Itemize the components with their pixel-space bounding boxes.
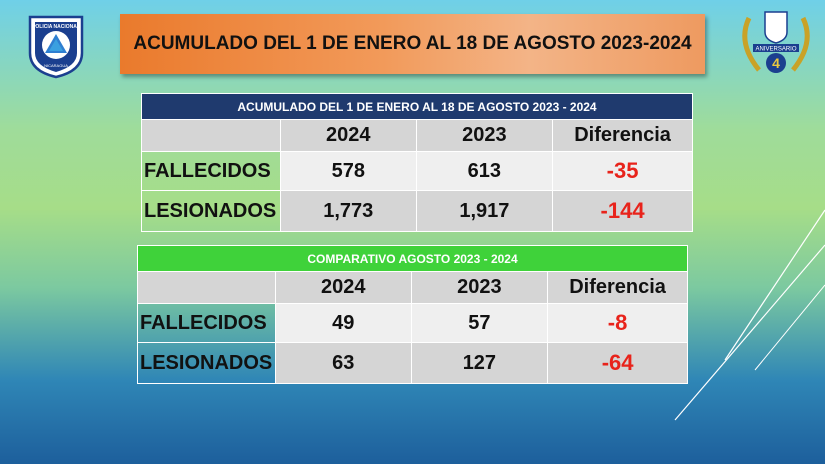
row-label: LESIONADOS [137,342,276,384]
anniversary-number: 4 [772,55,780,71]
cell-2024: 49 [274,303,412,343]
row-label: LESIONADOS [141,190,281,232]
cell-2024: 578 [279,151,417,191]
table-row: FALLECIDOS 49 57 -8 [137,303,688,343]
cell-2023: 127 [410,342,549,384]
cell-2023: 613 [415,151,554,191]
cell-2023: 1,917 [415,190,554,232]
cell-2024: 63 [274,342,412,384]
background-decoration-lines [674,209,825,421]
anniversary-text: ANIVERSARIO [755,47,796,53]
cell-2023: 57 [410,303,549,343]
police-badge-logo: POLICIA NACIONAL NICARAGUA [28,15,84,79]
header-empty [137,271,276,304]
table-row: FALLECIDOS 578 613 -35 [141,151,693,191]
cell-difference: -64 [547,342,688,384]
header-2024: 2024 [274,271,412,304]
header-diferencia: Diferencia [547,271,688,304]
header-diferencia: Diferencia [552,119,693,152]
anniversary-logo: ANIVERSARIO 4 [742,11,810,73]
badge-bottom-text: NICARAGUA [44,63,68,68]
header-2024: 2024 [279,119,417,152]
accumulated-table: ACUMULADO DEL 1 DE ENERO AL 18 DE AGOSTO… [141,93,693,232]
table-row: LESIONADOS 63 127 -64 [137,342,688,384]
header-empty [141,119,281,152]
header-2023: 2023 [415,119,554,152]
title-banner: ACUMULADO DEL 1 DE ENERO AL 18 DE AGOSTO… [120,14,705,74]
table-row: LESIONADOS 1,773 1,917 -144 [141,190,693,232]
badge-text: POLICIA NACIONAL [32,24,80,30]
august-table-caption: COMPARATIVO AGOSTO 2023 - 2024 [137,245,688,272]
row-label: FALLECIDOS [137,303,276,343]
row-label: FALLECIDOS [141,151,281,191]
accumulated-table-caption: ACUMULADO DEL 1 DE ENERO AL 18 DE AGOSTO… [141,93,693,120]
cell-difference: -144 [552,190,693,232]
cell-difference: -35 [552,151,693,191]
cell-difference: -8 [547,303,688,343]
cell-2024: 1,773 [279,190,417,232]
august-comparison-table: COMPARATIVO AGOSTO 2023 - 2024 2024 2023… [137,245,688,384]
page-title: ACUMULADO DEL 1 DE ENERO AL 18 DE AGOSTO… [133,33,692,54]
header-2023: 2023 [410,271,549,304]
